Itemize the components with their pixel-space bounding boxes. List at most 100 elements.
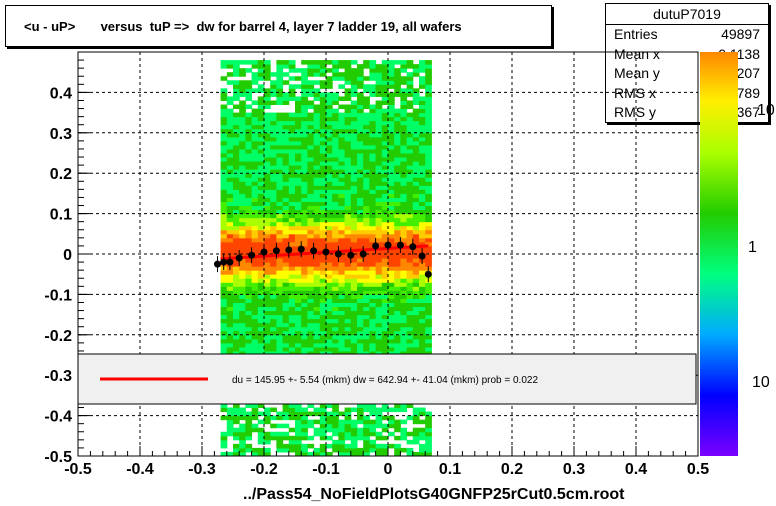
footer-filename: ../Pass54_NoFieldPlotsG40GNFP25rCut0.5cm… [243,486,625,503]
heatmap-cell [220,338,228,344]
heatmap-cell [233,205,240,211]
heatmap-cell [226,346,234,352]
heatmap-cell [313,330,321,336]
heatmap-cell [295,330,302,336]
heatmap-cell [239,274,246,279]
heatmap-cell [226,342,234,348]
heatmap-cell [220,443,228,449]
heatmap-cell [412,88,420,93]
heatmap-cell [264,124,271,130]
heatmap-cell [233,258,240,263]
heatmap-cell [245,136,253,142]
heatmap-cell [381,173,389,178]
heatmap-cell [226,229,234,235]
heatmap-cell [363,258,370,263]
heatmap-cell [412,68,420,73]
heatmap-cell [357,298,364,303]
heatmap-cell [301,177,308,182]
heatmap-cell [257,282,265,287]
heatmap-cell [419,411,426,417]
heatmap-cell [220,274,228,279]
heatmap-cell [344,169,352,174]
heatmap-cell [350,298,358,303]
heatmap-cell [307,144,315,150]
heatmap-cell [313,205,321,211]
heatmap-cell [313,447,321,453]
heatmap-cell [257,294,265,299]
heatmap-cell [239,144,246,150]
heatmap-cell [239,116,246,122]
heatmap-cell [313,120,321,126]
heatmap-cell [344,213,352,219]
heatmap-cell [394,201,401,207]
y-tick-label: 0.4 [50,85,72,102]
heatmap-cell [412,415,420,421]
heatmap-cell [295,185,302,190]
heatmap-cell [332,254,339,259]
heatmap-cell [363,169,370,174]
heatmap-cell [226,298,234,303]
heatmap-cell [282,221,290,227]
heatmap-cell [307,423,315,429]
heatmap-cell [288,286,296,291]
heatmap-cell [357,68,364,73]
heatmap-cell [406,189,414,194]
heatmap-cell [381,209,389,215]
heatmap-cell [313,108,321,114]
heatmap-cell [406,140,414,146]
heatmap-cell [270,209,277,215]
heatmap-cell [270,258,277,263]
heatmap-cell [381,435,389,441]
heatmap-cell [375,104,383,110]
heatmap-cell [270,181,277,186]
heatmap-cell [425,346,432,352]
heatmap-cell [369,205,377,211]
heatmap-cell [332,334,339,340]
heatmap-cell [257,270,265,275]
heatmap-cell [239,241,246,247]
heatmap-cell [412,346,420,352]
heatmap-cell [425,144,432,150]
heatmap-cell [313,128,321,134]
heatmap-cell [319,427,327,433]
heatmap-cell [332,326,339,332]
heatmap-cell [239,128,246,134]
heatmap-cell [332,314,339,320]
heatmap-cell [288,318,296,324]
heatmap-cell [257,411,265,417]
heatmap-cell [282,153,290,158]
heatmap-cell [307,197,315,202]
heatmap-cell [326,140,333,146]
heatmap-cell [233,153,240,158]
heatmap-cell [245,112,253,118]
heatmap-cell [350,197,358,202]
heatmap-cell [282,201,290,207]
heatmap-cell [394,423,401,429]
heatmap-cell [388,298,395,303]
heatmap-cell [332,411,339,417]
heatmap-cell [400,177,408,182]
heatmap-cell [276,189,284,194]
heatmap-cell [319,407,327,413]
heatmap-cell [375,294,383,299]
heatmap-cell [338,229,346,235]
heatmap-cell [288,140,296,146]
heatmap-cell [233,128,240,134]
heatmap-cell [338,124,346,130]
heatmap-cell [226,157,234,162]
heatmap-cell [301,318,308,324]
heatmap-cell [326,286,333,291]
heatmap-cell [350,451,358,457]
heatmap-cell [375,274,383,279]
heatmap-cell [282,241,290,247]
heatmap-cell [319,213,327,219]
heatmap-cell [425,447,432,453]
heatmap-cell [388,282,395,287]
heatmap-cell [245,169,253,174]
heatmap-cell [388,68,395,73]
heatmap-cell [357,64,364,69]
heatmap-cell [406,132,414,138]
heatmap-cell [295,233,302,239]
heatmap-cell [406,161,414,166]
heatmap-cell [245,80,253,85]
